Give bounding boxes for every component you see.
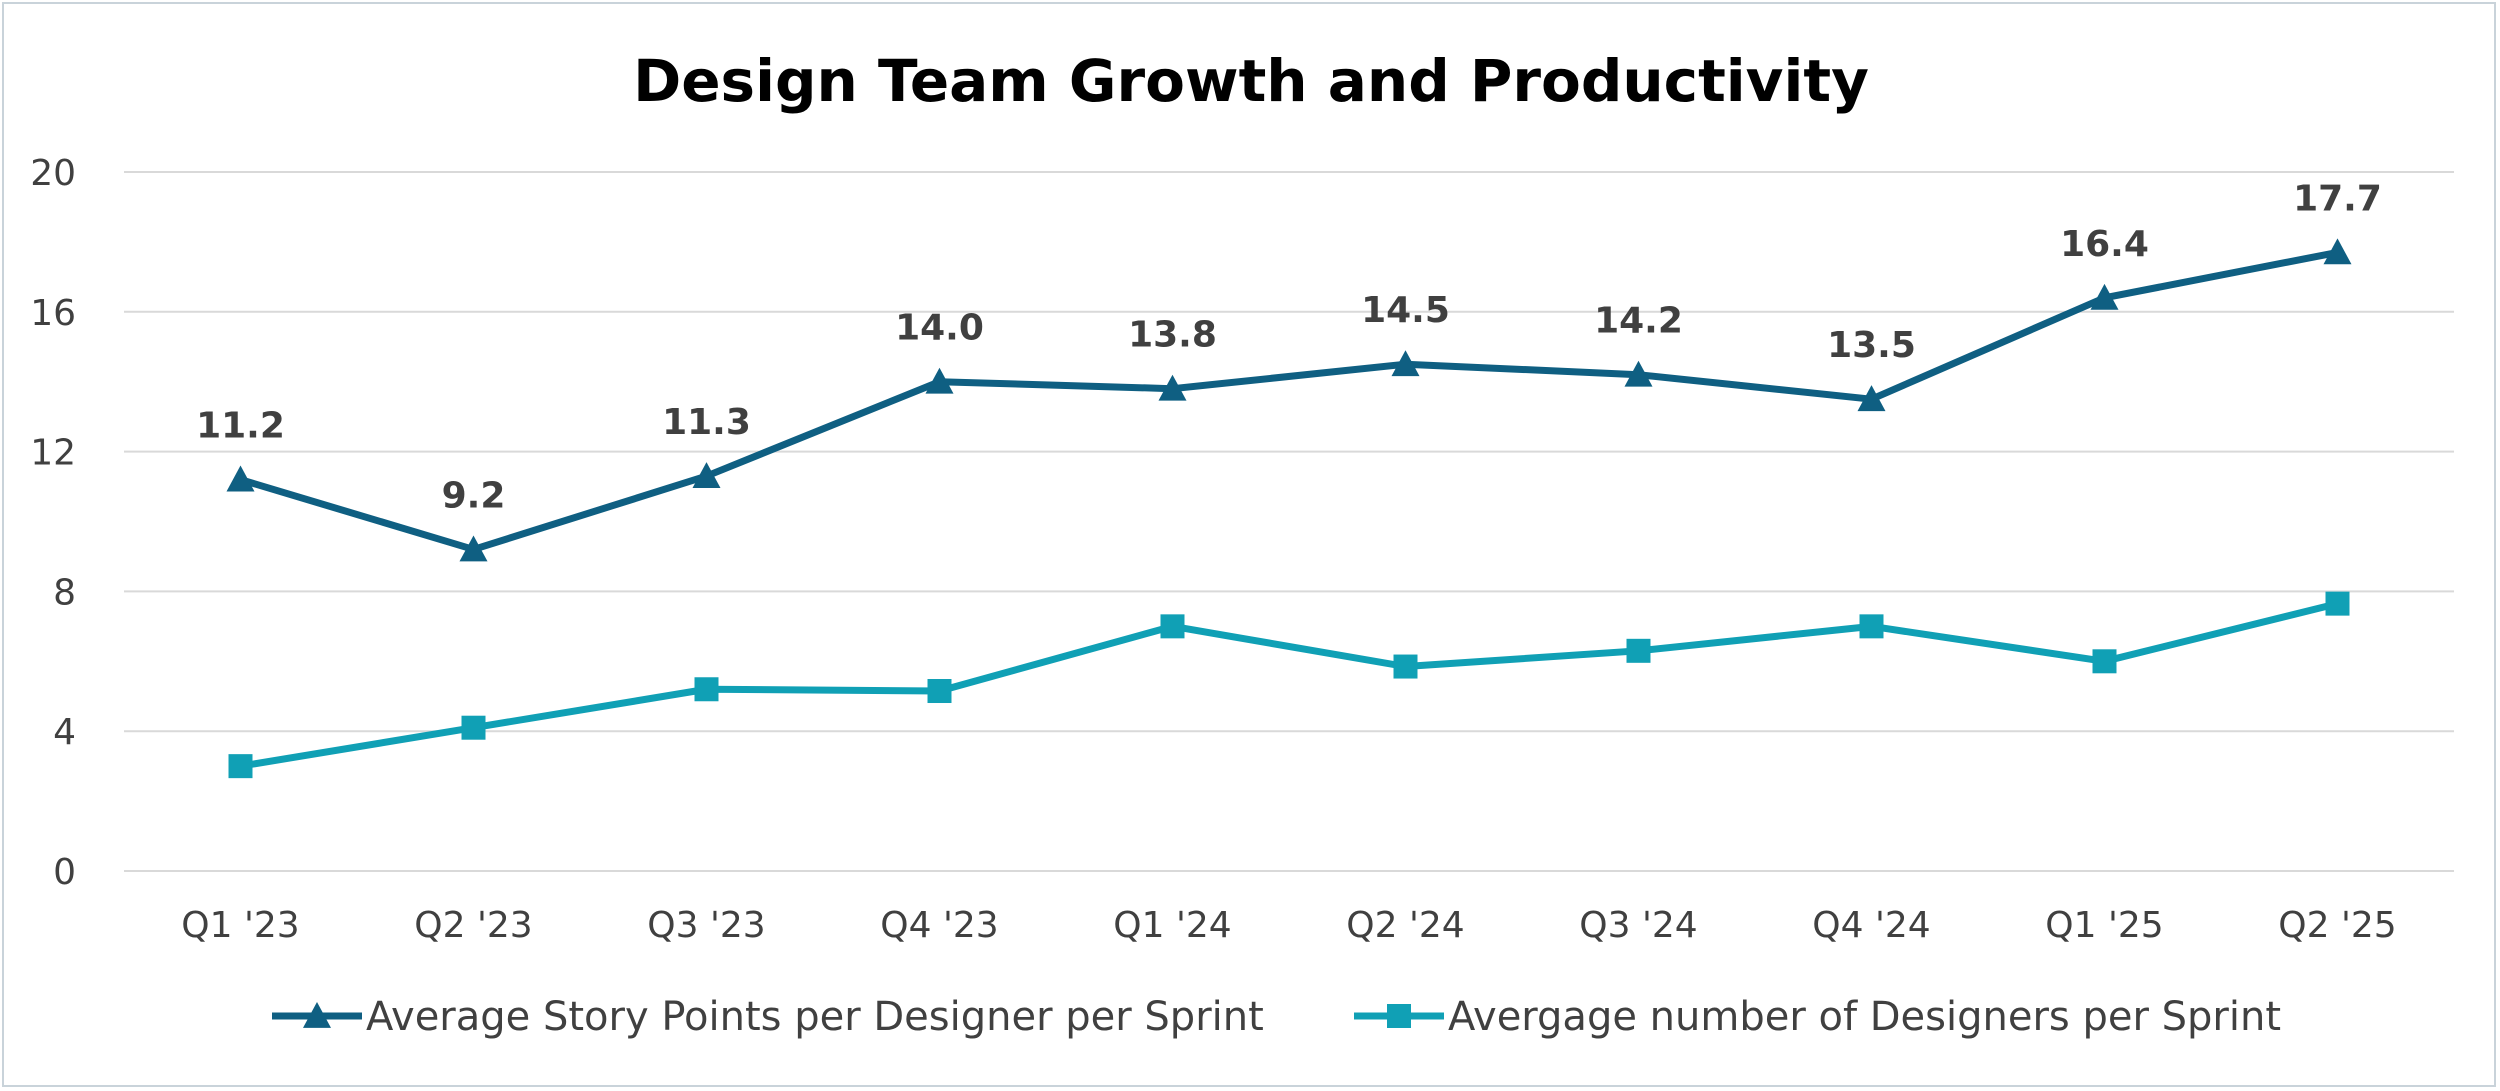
x-tick-label: Q3 '24 [1579, 905, 1697, 946]
data-point-1 [2090, 283, 2119, 310]
data-point-2 [1859, 614, 1884, 639]
data-point-2 [1393, 654, 1418, 679]
x-tick-label: Q4 '24 [1812, 905, 1930, 946]
gridlines [124, 171, 2454, 872]
data-label: 11.3 [662, 402, 751, 443]
x-tick-label: Q2 '23 [414, 905, 532, 946]
x-tick-label: Q1 '23 [181, 905, 299, 946]
data-point-2 [2092, 649, 2117, 674]
data-point-1 [226, 465, 255, 492]
data-point-2 [1160, 614, 1185, 639]
legend-marker-1 [303, 1002, 331, 1028]
x-tick-label: Q3 '23 [647, 905, 765, 946]
y-tick-label: 16 [30, 293, 76, 334]
series-line-1 [239, 248, 2339, 553]
data-point-2 [927, 679, 952, 704]
series-line-2 [239, 600, 2339, 770]
data-label: 13.5 [1827, 325, 1916, 366]
data-label: 17.7 [2293, 178, 2382, 219]
data-point-1 [925, 367, 954, 394]
data-point-1 [2323, 238, 2352, 265]
y-tick-label: 8 [53, 572, 76, 613]
data-label: 9.2 [442, 475, 506, 516]
legend-label-1: Average Story Points per Designer per Sp… [366, 994, 1264, 1040]
data-point-1 [1391, 350, 1420, 377]
series [226, 238, 2352, 779]
x-tick-label: Q2 '24 [1346, 905, 1464, 946]
y-tick-label: 4 [53, 712, 76, 753]
data-point-2 [228, 754, 253, 779]
x-tick-label: Q4 '23 [880, 905, 998, 946]
data-label: 11.2 [196, 406, 285, 447]
data-label: 13.8 [1128, 315, 1217, 356]
data-point-2 [2325, 591, 2350, 616]
legend-label-2: Avergage number of Designers per Sprint [1448, 994, 2281, 1040]
y-tick-label: 0 [53, 852, 76, 893]
data-point-2 [461, 715, 486, 740]
line-chart: Design Team Growth and Productivity 0 4 8 1… [30, 47, 2454, 1040]
data-point-2 [694, 677, 719, 702]
data-label: 14.0 [895, 308, 984, 349]
data-point-1 [1158, 374, 1187, 401]
y-tick-label: 12 [30, 433, 76, 474]
data-point-2 [1626, 638, 1651, 663]
data-point-1 [1624, 360, 1653, 387]
chart-title: Design Team Growth and Productivity [633, 47, 1869, 115]
data-label: 16.4 [2060, 224, 2149, 265]
legend-marker-2 [1387, 1004, 1411, 1028]
data-point-1 [692, 462, 721, 488]
x-axis-ticks: Q1 '23 Q2 '23 Q3 '23 Q4 '23 Q1 '24 Q2 '24 Q3 '… [181, 905, 2396, 946]
data-labels: 11.2 9.2 11.3 14.0 13.8 14.5 14.2 13.5 16.4 17.7 [196, 178, 2382, 516]
x-tick-label: Q1 '25 [2045, 905, 2163, 946]
x-tick-label: Q1 '24 [1113, 905, 1231, 946]
data-point-1 [459, 535, 488, 562]
data-label: 14.5 [1361, 290, 1450, 331]
y-axis-ticks: 0 4 8 12 16 20 [30, 153, 76, 893]
x-tick-label: Q2 '25 [2278, 905, 2396, 946]
data-label: 14.2 [1594, 301, 1683, 342]
legend: Average Story Points per Designer per Sp… [272, 994, 2281, 1040]
y-tick-label: 20 [30, 153, 76, 194]
data-point-1 [1857, 385, 1886, 412]
